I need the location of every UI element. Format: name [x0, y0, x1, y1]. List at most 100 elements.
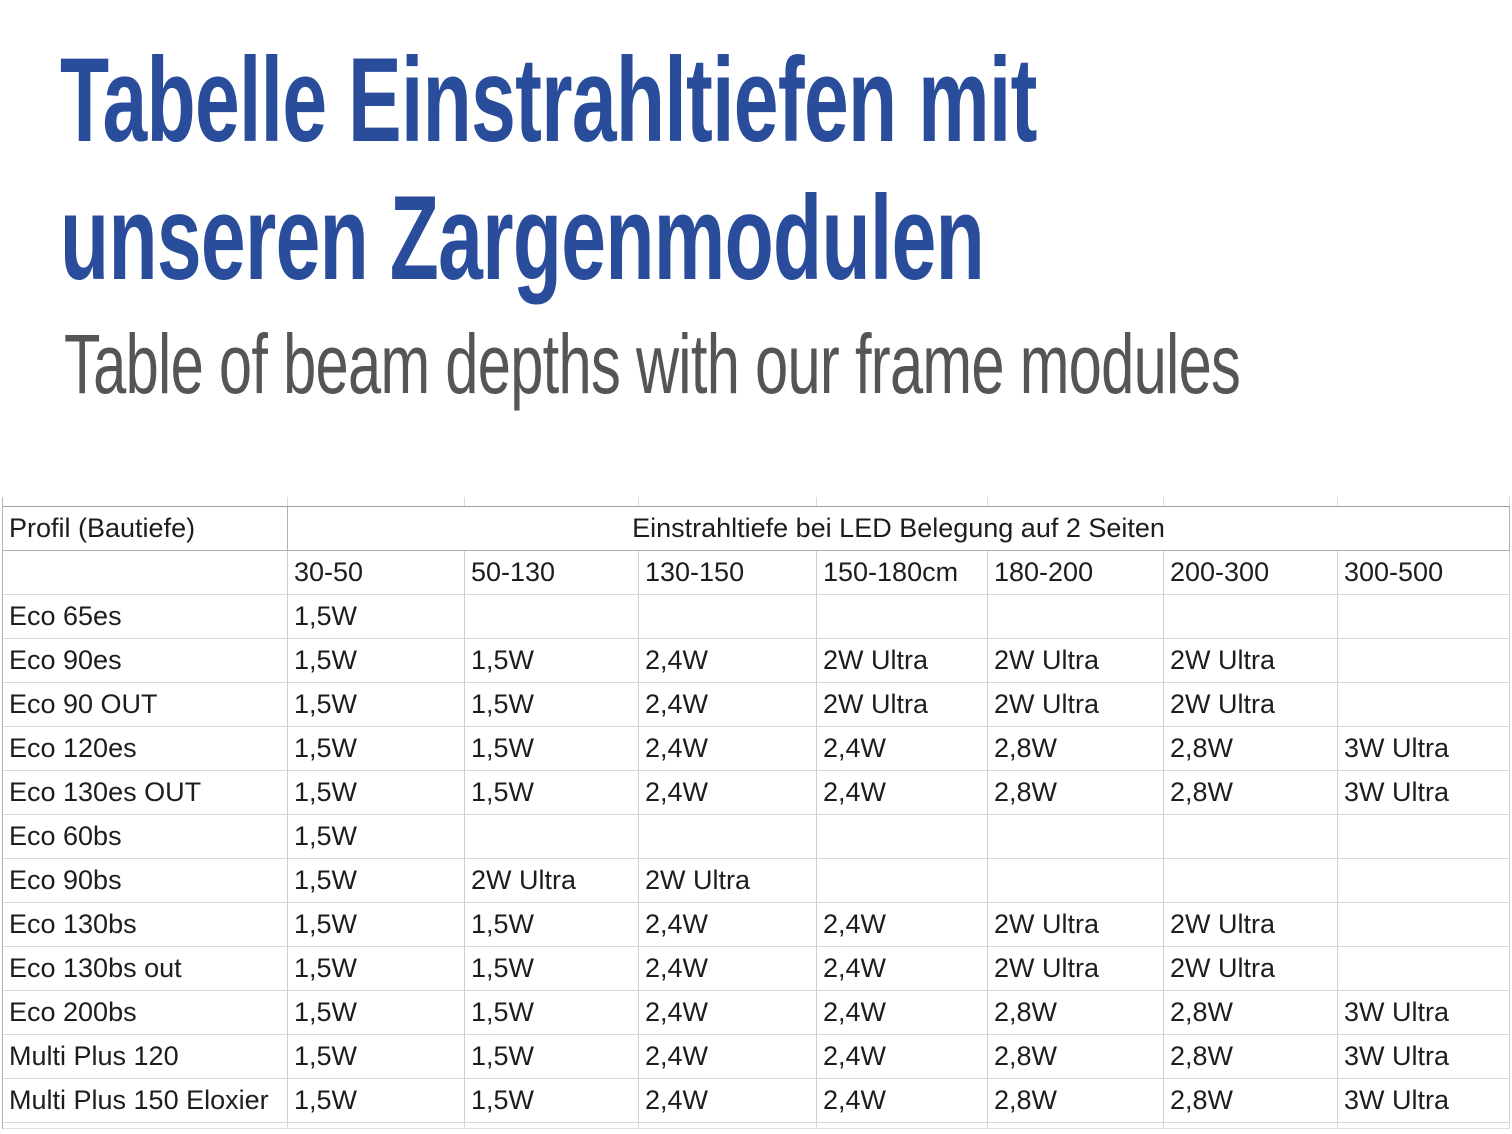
- table-row: Multi Plus 150 Eloxier 1,5W 1,5W 2,4W 2,4W 2,…: [3, 1079, 1510, 1123]
- value-cell: [1338, 903, 1510, 946]
- value-cell: 2W Ultra: [988, 683, 1164, 726]
- table-header-row: Profil (Bautiefe) Einstrahltiefe bei LED…: [3, 506, 1510, 551]
- page-title-line-2: unseren Zargenmodulen: [60, 171, 985, 305]
- value-cell: 3W Ultra: [1338, 727, 1510, 770]
- row-label-cell: Eco 130bs out: [3, 947, 288, 990]
- value-cell: 2,4W: [817, 947, 988, 990]
- value-cell: 2,4W: [639, 683, 817, 726]
- value-cell: 2W Ultra: [988, 639, 1164, 682]
- value-cell: 2W Ultra: [988, 903, 1164, 946]
- value-cell: 2,8W: [988, 1035, 1164, 1078]
- value-cell: 2,4W: [639, 1035, 817, 1078]
- value-cell: 2W Ultra: [1164, 947, 1338, 990]
- value-cell: 2,8W: [1164, 771, 1338, 814]
- value-cell: [465, 595, 639, 638]
- partial-row-bottom: [3, 1123, 1510, 1129]
- value-cell: 2,4W: [639, 1079, 817, 1122]
- value-cell: 1,5W: [288, 859, 465, 902]
- value-cell: [1164, 815, 1338, 858]
- value-cell: 2,8W: [988, 991, 1164, 1034]
- row-label-cell: Multi Plus 120: [3, 1035, 288, 1078]
- table-row: Eco 200bs 1,5W 1,5W 2,4W 2,4W 2,8W 2,8W 3W Ultr…: [3, 991, 1510, 1035]
- value-cell: 2W Ultra: [817, 683, 988, 726]
- value-cell: 2,4W: [639, 947, 817, 990]
- row-label-cell: Eco 90es: [3, 639, 288, 682]
- value-cell: [639, 815, 817, 858]
- value-cell: 2W Ultra: [639, 859, 817, 902]
- value-cell: 2,4W: [817, 771, 988, 814]
- value-cell: [988, 815, 1164, 858]
- value-cell: 3W Ultra: [1338, 1079, 1510, 1122]
- range-header-cell: 130-150: [639, 551, 817, 594]
- value-cell: 1,5W: [465, 991, 639, 1034]
- range-header-cell: 180-200: [988, 551, 1164, 594]
- range-header-row: 30-50 50-130 130-150 150-180cm 180-200 200-30…: [3, 551, 1510, 595]
- value-cell: 2,8W: [988, 727, 1164, 770]
- table-row: Eco 130bs 1,5W 1,5W 2,4W 2,4W 2W Ultra 2W Ultr…: [3, 903, 1510, 947]
- value-cell: 2,8W: [1164, 1079, 1338, 1122]
- value-cell: 1,5W: [288, 903, 465, 946]
- value-cell: [1338, 595, 1510, 638]
- value-cell: 2W Ultra: [988, 947, 1164, 990]
- value-cell: 1,5W: [465, 727, 639, 770]
- value-cell: 1,5W: [465, 1035, 639, 1078]
- range-header-cell: 30-50: [288, 551, 465, 594]
- value-cell: 2,8W: [1164, 991, 1338, 1034]
- partial-cell: [817, 497, 988, 506]
- value-cell: [1164, 595, 1338, 638]
- table-body: Eco 65es 1,5W Eco 90es 1,5W 1,5W 2,4W 2W Ultra…: [3, 595, 1510, 1123]
- value-cell: 3W Ultra: [1338, 771, 1510, 814]
- row-label-cell: Eco 65es: [3, 595, 288, 638]
- range-header-cell: 200-300: [1164, 551, 1338, 594]
- value-cell: 2,4W: [817, 903, 988, 946]
- partial-cell: [1164, 497, 1338, 506]
- value-cell: 1,5W: [288, 1079, 465, 1122]
- value-cell: 1,5W: [288, 815, 465, 858]
- value-cell: 1,5W: [465, 903, 639, 946]
- value-cell: 2,4W: [639, 771, 817, 814]
- row-label-cell: Eco 60bs: [3, 815, 288, 858]
- partial-cell: [1338, 1123, 1510, 1128]
- range-header-cell: 150-180cm: [817, 551, 988, 594]
- partial-cell: [465, 497, 639, 506]
- partial-cell: [988, 497, 1164, 506]
- value-cell: [988, 595, 1164, 638]
- value-cell: [1338, 815, 1510, 858]
- partial-cell: [639, 497, 817, 506]
- value-cell: 1,5W: [465, 1079, 639, 1122]
- table-row: Eco 90bs 1,5W 2W Ultra 2W Ultra: [3, 859, 1510, 903]
- value-cell: 1,5W: [288, 595, 465, 638]
- value-cell: 1,5W: [288, 1035, 465, 1078]
- value-cell: [465, 815, 639, 858]
- table-row: Eco 60bs 1,5W: [3, 815, 1510, 859]
- value-cell: 1,5W: [465, 639, 639, 682]
- row-label-cell: Eco 130bs: [3, 903, 288, 946]
- value-cell: [1338, 947, 1510, 990]
- value-cell: 2,4W: [817, 1035, 988, 1078]
- value-cell: 2W Ultra: [817, 639, 988, 682]
- value-cell: 2W Ultra: [1164, 683, 1338, 726]
- partial-cell: [3, 1123, 288, 1128]
- value-cell: 2,8W: [988, 771, 1164, 814]
- value-cell: 2,4W: [639, 639, 817, 682]
- value-cell: 2W Ultra: [465, 859, 639, 902]
- value-cell: 1,5W: [465, 947, 639, 990]
- value-cell: 1,5W: [288, 727, 465, 770]
- value-cell: 1,5W: [465, 771, 639, 814]
- beam-depth-table: Profil (Bautiefe) Einstrahltiefe bei LED…: [2, 497, 1510, 1129]
- table-row: Eco 120es 1,5W 1,5W 2,4W 2,4W 2,8W 2,8W 3W Ultr…: [3, 727, 1510, 771]
- value-cell: 2,4W: [639, 727, 817, 770]
- value-cell: 1,5W: [465, 683, 639, 726]
- table-row: Eco 90es 1,5W 1,5W 2,4W 2W Ultra 2W Ultra 2W U…: [3, 639, 1510, 683]
- value-cell: [817, 859, 988, 902]
- value-cell: 1,5W: [288, 947, 465, 990]
- partial-cell: [817, 1123, 988, 1128]
- table-row: Eco 130es OUT 1,5W 1,5W 2,4W 2,4W 2,8W 2,8W 3W …: [3, 771, 1510, 815]
- partial-cell: [288, 1123, 465, 1128]
- table-row: Multi Plus 120 1,5W 1,5W 2,4W 2,4W 2,8W 2,8W 3W…: [3, 1035, 1510, 1079]
- page-title-line-1: Tabelle Einstrahltiefen mit: [60, 33, 1037, 167]
- row-label-cell: Eco 200bs: [3, 991, 288, 1034]
- corner-header-cell: Profil (Bautiefe): [3, 507, 288, 550]
- value-cell: [1338, 683, 1510, 726]
- value-cell: 3W Ultra: [1338, 1035, 1510, 1078]
